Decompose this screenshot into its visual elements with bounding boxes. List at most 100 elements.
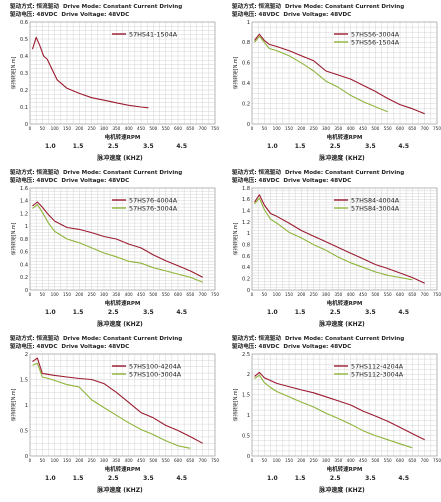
drive-mode-en: Drive Mode: Constant Current Driving: [62, 336, 183, 342]
series-line: [254, 371, 425, 441]
drive-mode-line: 驱动方式: 恒流驱动 Drive Mode: Constant Current D…: [10, 336, 186, 343]
x-axis-label: 电机转速RPM: [327, 299, 363, 307]
pulse-speed-label: 脉冲速度 (KHZ): [319, 487, 365, 494]
legend-label: 57HS100-4204A: [129, 362, 182, 370]
y-tick-label: 1.5: [20, 377, 28, 383]
legend-label: 57HS76-3004A: [129, 204, 178, 212]
y-tick-label: 1.4: [20, 199, 28, 205]
y-tick-label: 1.5: [242, 393, 250, 399]
x-tick-label: 250: [88, 292, 96, 297]
x-tick-label: 500: [149, 458, 157, 463]
drive-mode-en: Drive Mode: Constant Current Driving: [62, 170, 183, 176]
drive-mode-line: 驱动方式: 恒流驱动 Drive Mode: Constant Current D…: [10, 4, 186, 11]
legend-label: 57HS112-3004A: [351, 370, 404, 378]
chart-panel: 驱动方式: 恒流驱动 Drive Mode: Constant Current D…: [10, 336, 230, 502]
x-tick-label: 50: [40, 292, 46, 297]
x-tick-label: 450: [137, 126, 145, 131]
drive-mode-line: 驱动方式: 恒流驱动 Drive Mode: Constant Current D…: [232, 4, 408, 11]
y-tick-label: 0.2: [20, 275, 28, 281]
drive-mode-en: Drive Mode: Constant Current Driving: [62, 4, 183, 10]
pulse-tick-label: 2.5: [329, 475, 341, 482]
x-tick-label: 300: [322, 458, 330, 463]
pulse-tick-label: 2.5: [107, 143, 119, 150]
y-tick-label: 0.6: [20, 250, 28, 256]
x-tick-label: 250: [310, 458, 318, 463]
torque-chart: 0 0.2 0.4 0.6 0.8 1 0 50 100 150 200 250 300 350 400 45…: [232, 20, 441, 141]
drive-mode-en: Drive Mode: Constant Current Driving: [284, 4, 405, 10]
drive-voltage-line: 驱动电压: 48VDC Drive Voltage: 48VDC: [232, 178, 355, 185]
pulse-tick-label: 1.0: [267, 309, 278, 316]
x-tick-label: 400: [347, 458, 355, 463]
pulse-tick-label: 1.5: [294, 475, 306, 482]
x-tick-label: 500: [371, 292, 379, 297]
pulse-tick-label: 4.5: [176, 143, 188, 150]
pulse-speed-axis: 1.0 1.5 2.5 3.5 4.5: [232, 309, 441, 317]
pulse-tick-label: 1.5: [294, 309, 306, 316]
y-tick-label: 2: [247, 372, 250, 378]
y-tick-label: 0.4: [20, 54, 28, 60]
x-tick-label: 250: [310, 126, 318, 131]
x-tick-label: 400: [347, 126, 355, 131]
y-tick-label: 0.8: [242, 242, 250, 248]
legend-label: 57HS84-4004A: [351, 196, 400, 204]
x-tick-label: 300: [322, 292, 330, 297]
pulse-tick-label: 2.5: [107, 475, 119, 482]
x-tick-label: 200: [75, 126, 83, 131]
legend-label: 57HS56-3004A: [351, 30, 400, 38]
x-tick-label: 50: [40, 126, 46, 131]
x-tick-label: 200: [297, 458, 305, 463]
pulse-tick-label: 3.5: [365, 143, 376, 150]
x-axis-label: 电机转速RPM: [105, 465, 141, 473]
x-tick-label: 650: [408, 126, 416, 131]
x-tick-label: 150: [63, 292, 71, 297]
x-tick-label: 300: [100, 126, 108, 131]
x-tick-label: 450: [137, 458, 145, 463]
x-tick-label: 600: [396, 458, 404, 463]
y-tick-label: 0: [25, 122, 28, 128]
x-tick-label: 100: [273, 458, 281, 463]
x-tick-label: 100: [51, 126, 59, 131]
pulse-speed-axis: 1.0 1.5 2.5 3.5 4.5: [10, 475, 230, 483]
pulse-tick-label: 2.5: [107, 309, 119, 316]
series-line: [254, 197, 413, 281]
x-tick-label: 500: [371, 458, 379, 463]
x-tick-label: 600: [174, 458, 182, 463]
pulse-tick-label: 4.5: [176, 475, 188, 482]
x-tick-label: 600: [174, 292, 182, 297]
y-tick-label: 0: [247, 288, 250, 294]
x-axis-label: 电机转速RPM: [327, 465, 363, 473]
x-tick-label: 0: [29, 458, 32, 463]
drive-voltage-en: Drive Voltage: 48VDC: [283, 12, 352, 18]
y-tick-label: 1.2: [20, 211, 28, 217]
x-tick-label: 350: [112, 292, 120, 297]
x-tick-label: 500: [149, 292, 157, 297]
x-tick-label: 550: [384, 126, 392, 131]
x-tick-label: 500: [149, 126, 157, 131]
x-tick-label: 100: [273, 126, 281, 131]
pulse-tick-label: 4.5: [398, 143, 410, 150]
y-axis-label: 保持转矩[N.m]: [10, 389, 17, 422]
pulse-tick-label: 1.0: [267, 475, 278, 482]
pulse-speed-axis: 1.0 1.5 2.5 3.5 4.5: [10, 143, 230, 151]
y-tick-label: 0.5: [20, 37, 28, 43]
y-tick-label: 1.2: [242, 220, 250, 226]
y-tick-label: 0.8: [242, 40, 250, 46]
x-tick-label: 0: [29, 126, 32, 131]
y-tick-label: 0.4: [242, 81, 250, 87]
drive-mode-cn: 驱动方式: 恒流驱动: [232, 336, 281, 342]
x-axis-label: 电机转速RPM: [105, 299, 141, 307]
x-tick-label: 150: [285, 292, 293, 297]
drive-mode-cn: 驱动方式: 恒流驱动: [232, 4, 281, 10]
x-tick-label: 150: [63, 126, 71, 131]
y-tick-label: 1.8: [242, 186, 250, 192]
series-line: [254, 374, 413, 449]
pulse-tick-label: 4.5: [176, 309, 188, 316]
x-tick-label: 750: [433, 126, 441, 131]
pulse-speed-axis: 1.0 1.5 2.5 3.5 4.5: [232, 475, 441, 483]
y-tick-label: 1.6: [242, 197, 250, 203]
y-tick-label: 0.2: [242, 101, 250, 107]
drive-mode-en: Drive Mode: Constant Current Driving: [284, 336, 405, 342]
y-tick-label: 0: [25, 454, 28, 460]
x-tick-label: 50: [262, 126, 268, 131]
